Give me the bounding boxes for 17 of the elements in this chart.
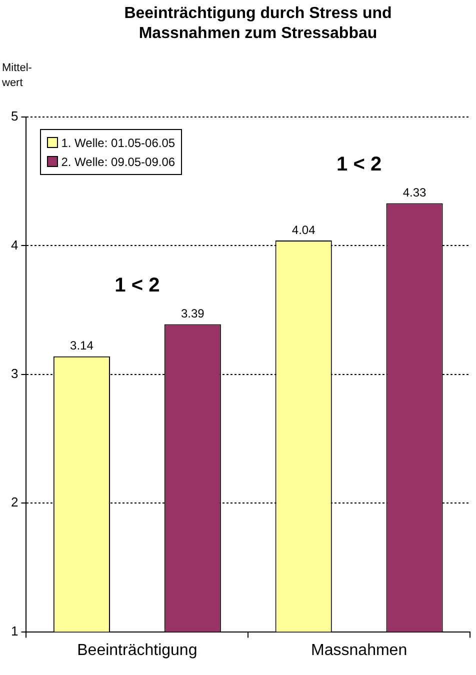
legend-label: 2. Welle: 09.05-09.06 [60,154,176,170]
y-tick-label: 5 [10,108,18,124]
data-label: 3.39 [180,306,205,321]
chart-title: Beeinträchtigung durch Stress und Massnahmen zum Stressabbau [123,4,393,44]
y-tick-label: 1 [10,623,18,638]
y-tick-label: 4 [10,237,18,252]
legend-label: 1. Welle: 01.05-06.05 [60,134,176,152]
x-tick-label: Beeinträchtigung [77,642,198,659]
x-tick-label: Massnahmen [311,642,408,659]
annotation: 1 < 2 [336,154,382,176]
y-tick-label: 3 [10,366,18,381]
y-axis-title: Mittel- wert [2,61,32,91]
data-label: 3.14 [70,338,94,353]
data-label: 4.33 [402,186,427,200]
y-tick-label: 2 [10,494,18,510]
annotation: 1 < 2 [114,274,160,297]
data-label: 4.04 [292,222,316,237]
